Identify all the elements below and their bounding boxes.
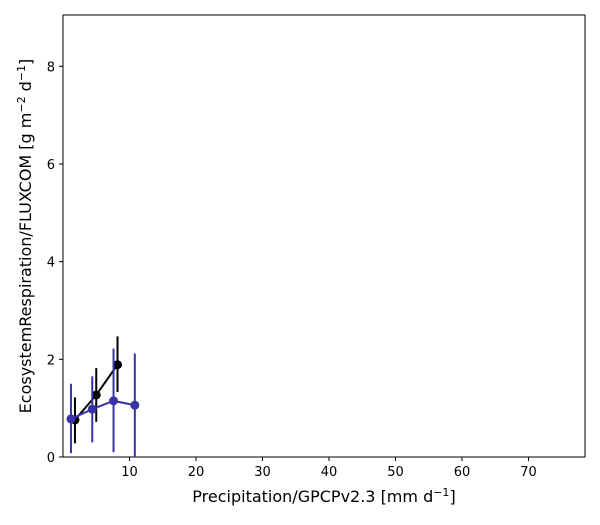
data-point xyxy=(130,400,140,410)
x-tick-label: 60 xyxy=(454,465,471,480)
series-line xyxy=(70,399,136,420)
y-axis-label-part: d xyxy=(16,81,35,96)
data-point xyxy=(66,414,76,424)
x-tick-label: 10 xyxy=(121,465,138,480)
ticks: 10 20 30 40 50 60 70 0 2 4 6 8 xyxy=(47,60,537,480)
data-point xyxy=(109,396,119,406)
y-tick-label: 4 xyxy=(47,256,55,271)
y-axis-label-part: −2 xyxy=(15,96,28,112)
series-layer xyxy=(66,336,140,457)
x-tick-label: 70 xyxy=(520,465,537,480)
y-axis-label-part: −1 xyxy=(15,65,28,81)
x-axis-label: Precipitation/GPCPv2.3 [mm d−1] xyxy=(192,486,455,506)
data-point xyxy=(113,360,123,370)
y-tick-label: 6 xyxy=(47,158,55,173)
series-1 xyxy=(66,348,140,457)
x-axis-label-text: Precipitation/GPCPv2.3 [mm d xyxy=(192,487,433,506)
y-axis-label-part: ] xyxy=(16,59,35,65)
y-tick-label: 8 xyxy=(47,60,55,75)
y-tick-label: 0 xyxy=(47,451,55,466)
x-tick-label: 30 xyxy=(254,465,271,480)
y-axis-label: EcosystemRespiration/FLUXCOM [g m−2 d−1] xyxy=(15,59,35,414)
x-tick-label: 40 xyxy=(321,465,338,480)
data-point xyxy=(87,404,97,414)
y-axis-label-part: EcosystemRespiration/FLUXCOM [g m xyxy=(16,113,35,414)
x-tick-label: 50 xyxy=(387,465,404,480)
x-axis-label-sup: −1 xyxy=(433,486,449,499)
x-axis-label-tail: ] xyxy=(449,487,455,506)
x-tick-label: 20 xyxy=(188,465,205,480)
y-tick-label: 2 xyxy=(47,353,55,368)
data-point xyxy=(91,390,101,400)
plot-area xyxy=(62,14,586,458)
